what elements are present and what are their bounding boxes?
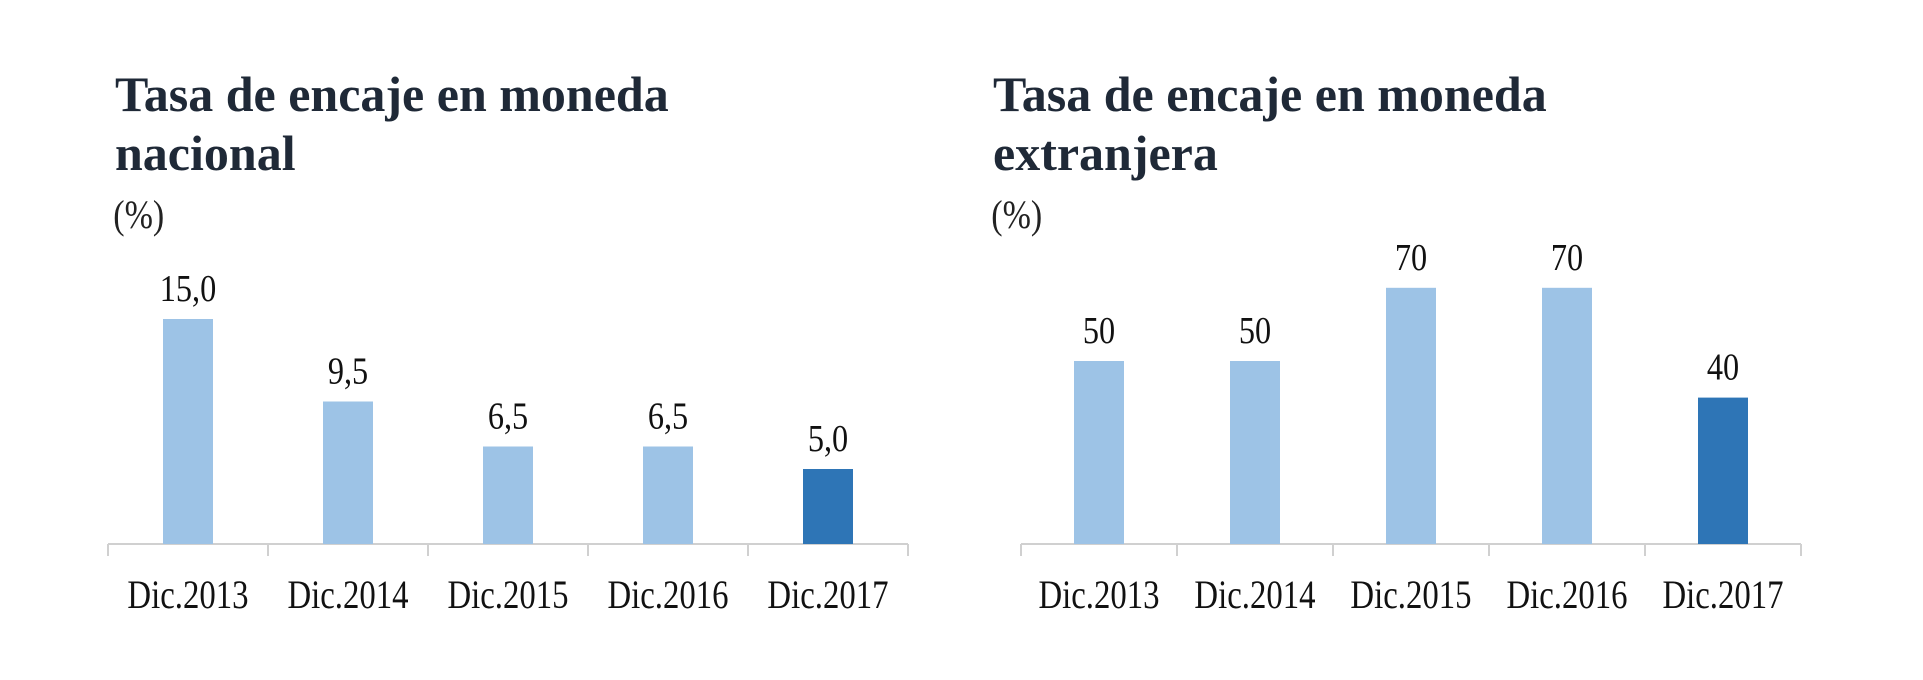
chart-1-bar [643, 446, 693, 544]
chart-1-data-label: 6,5 [648, 395, 688, 437]
chart-2-title-line: extranjera [993, 125, 1218, 181]
chart-2-bar [1074, 361, 1124, 544]
chart-1-x-tick-label: Dic.2015 [447, 572, 568, 617]
chart-1-data-label: 15,0 [160, 268, 217, 310]
chart-2-data-label: 70 [1395, 236, 1427, 278]
chart-1-title-line: Tasa de encaje en moneda [115, 66, 669, 122]
chart-1-title-line: nacional [115, 125, 296, 181]
chart-2-data-label: 70 [1551, 236, 1583, 278]
chart-1-data-label: 5,0 [808, 418, 848, 460]
chart-1-x-tick-label: Dic.2014 [287, 572, 408, 617]
chart-2-x-tick-label: Dic.2017 [1662, 572, 1783, 617]
chart-2-bar [1230, 361, 1280, 544]
chart-2-bar [1698, 397, 1748, 544]
chart-2-x-tick-label: Dic.2015 [1350, 572, 1471, 617]
chart-1-bar [483, 446, 533, 544]
chart-2-title-line: Tasa de encaje en moneda [993, 66, 1547, 122]
chart-1-bar [803, 469, 853, 544]
chart-2-x-tick-label: Dic.2014 [1194, 572, 1315, 617]
chart-1-data-label: 9,5 [328, 350, 368, 392]
chart-1-x-tick-label: Dic.2017 [767, 572, 888, 617]
chart-1-bar [323, 401, 373, 544]
chart-2-data-label: 50 [1239, 310, 1271, 352]
chart-1-bar [163, 319, 213, 544]
chart-2-bar [1386, 287, 1436, 544]
chart-2-x-tick-label: Dic.2013 [1038, 572, 1159, 617]
chart-2-data-label: 40 [1707, 346, 1739, 388]
chart-1-data-label: 6,5 [488, 395, 528, 437]
chart-2-bar [1542, 287, 1592, 544]
chart-1-x-tick-label: Dic.2013 [127, 572, 248, 617]
chart-2-data-label: 50 [1083, 310, 1115, 352]
chart-1-x-tick-label: Dic.2016 [607, 572, 728, 617]
chart-2-x-tick-label: Dic.2016 [1506, 572, 1627, 617]
chart-2-unit-label: (%) [991, 194, 1042, 238]
chart-1-unit-label: (%) [113, 194, 164, 238]
